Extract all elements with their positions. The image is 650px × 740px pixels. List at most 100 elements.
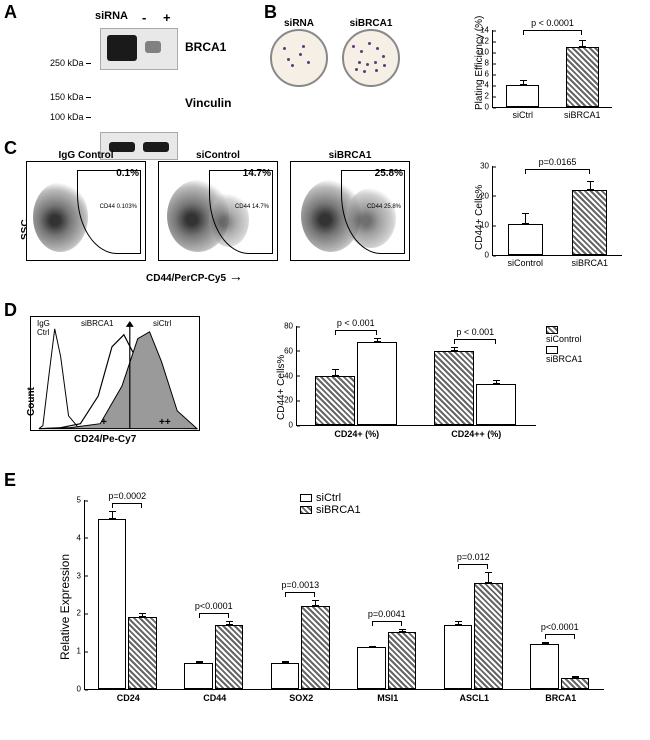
ytick: 30 [480,162,493,171]
chart-e-ylabel: Relative Expression [58,554,72,660]
panel-d-chart-area: 020406080CD24+ (%)p < 0.001CD24++ (%)p <… [260,310,580,450]
errorbar [582,40,583,47]
facs-pct-sictrl: 14.7% [243,168,271,179]
legend-swatch-hatched-icon [546,326,558,334]
bar [315,376,355,426]
xlabel: siCtrl [513,110,534,120]
ytick: 6 [485,70,493,79]
ytick: 0 [77,685,85,694]
panel-e-label: E [4,470,16,491]
panel-d-histo-area: Count IgG Ctrl siBRCA1 siCtrl + ++ CD24/… [30,316,200,431]
blot-brca1-label: BRCA1 [185,40,226,54]
errorbar [458,621,459,625]
histo-plus: + [101,417,107,428]
sirna-minus: - [142,10,146,25]
xlabel: CD24++ (%) [451,429,501,439]
chart-b-ylabel: Plating Efficiency (%) [474,16,485,110]
ytick: 4 [485,81,493,90]
p-value: p < 0.001 [456,327,494,337]
panel-b-chart-area: 02468101214siCtrlsiBRCA1p < 0.0001 Plati… [460,18,630,118]
facs-title-sictrl: siControl [158,150,278,161]
bar [434,351,474,425]
p-value: p=0.0041 [368,609,406,619]
bar [357,647,385,689]
histo-sibrca1-label: siBRCA1 [81,319,113,328]
xlabel: CD24+ (%) [334,429,379,439]
errorbar [590,181,591,190]
errorbar [335,369,336,375]
errorbar [229,621,230,625]
facs-xaxis-text: CD44/PerCP-Cy5 [146,273,226,284]
xlabel: MSI1 [377,693,398,703]
xlabel: BRCA1 [545,693,576,703]
ytick: 8 [485,59,493,68]
errorbar [112,511,113,519]
xlabel: CD24 [117,693,140,703]
chart-d-legend: siControl siBRCA1 [546,324,583,364]
legend-d-1: siBRCA1 [546,354,583,364]
p-value: p < 0.001 [337,318,375,328]
errorbar [523,80,524,86]
mw-100: 100 kDa [50,112,84,122]
p-value: p=0.0002 [108,491,146,501]
ytick: 1 [77,647,85,656]
chart-e-legend: siCtrl siBRCA1 [300,492,361,516]
bar [572,190,607,255]
facs-pct-igg: 0.1% [116,168,139,179]
bar [357,342,397,425]
panel-d-label: D [4,300,17,321]
panel-b-dishes: siRNA siBRCA1 [270,18,400,92]
errorbar [488,572,489,583]
arrow-right-icon: → [229,268,243,284]
facs-xaxis-label: CD44/PerCP-Cy5 → [146,268,243,284]
histo-sictrl-label: siCtrl [153,319,171,328]
bar-chart-e: 012345CD24p=0.0002CD44p<0.0001SOX2p=0.00… [84,500,604,690]
p-value: p=0.0013 [281,580,319,590]
xlabel: siBRCA1 [564,110,601,120]
bar-chart-d: 020406080CD24+ (%)p < 0.001CD24++ (%)p <… [296,326,536,426]
blot-brca1 [100,28,178,70]
p-value: p=0.0165 [539,157,577,167]
errorbar [285,661,286,663]
legend-e-white-icon [300,494,312,502]
bar [476,384,516,425]
ytick: 3 [77,571,85,580]
errorbar [402,629,403,633]
ytick: 5 [77,496,85,505]
panel-c-chart-area: 0102030siControlsiBRCA1p=0.0165 CD44+ Ce… [460,150,640,270]
dish-sibrca1 [342,29,400,87]
xlabel: SOX2 [289,693,313,703]
facs-gate-label-1: CD44 14.7% [235,204,269,210]
facs-pct-sibrca1: 25.8% [375,168,403,179]
histo-plusplus: ++ [159,417,171,428]
panel-c-label: C [4,138,17,159]
legend-e-hatched-icon [300,506,312,514]
dish-label-sibrca1: siBRCA1 [342,18,400,29]
histo-igg-label: IgG Ctrl [37,319,50,337]
histo-xaxis-label: CD24/Pe-Cy7 [74,434,136,445]
facs-gate-label-2: CD44 25.8% [367,204,401,210]
panel-a-label: A [4,2,17,23]
ytick: 0 [485,103,493,112]
bar [388,632,416,689]
errorbar [545,642,546,644]
bar [561,678,589,689]
mw-250: 250 kDa [50,58,84,68]
errorbar [496,380,497,384]
bar [506,85,539,107]
ytick: 80 [284,322,297,331]
mw-150: 150 kDa [50,92,84,102]
bar [301,606,329,689]
histo-cd24: IgG Ctrl siBRCA1 siCtrl + ++ [30,316,200,431]
dish-sirna [270,29,328,87]
facs-gate-label-0: CD44 0.103% [100,204,137,210]
sirna-plus: + [163,10,171,25]
ytick: 2 [485,92,493,101]
bar [128,617,156,689]
ytick: 2 [77,609,85,618]
ytick: 0 [485,251,493,260]
errorbar [372,646,373,648]
ytick: 4 [77,533,85,542]
panel-e-chart-area: 012345CD24p=0.0002CD44p<0.0001SOX2p=0.00… [40,480,630,730]
ytick: 0 [289,421,297,430]
